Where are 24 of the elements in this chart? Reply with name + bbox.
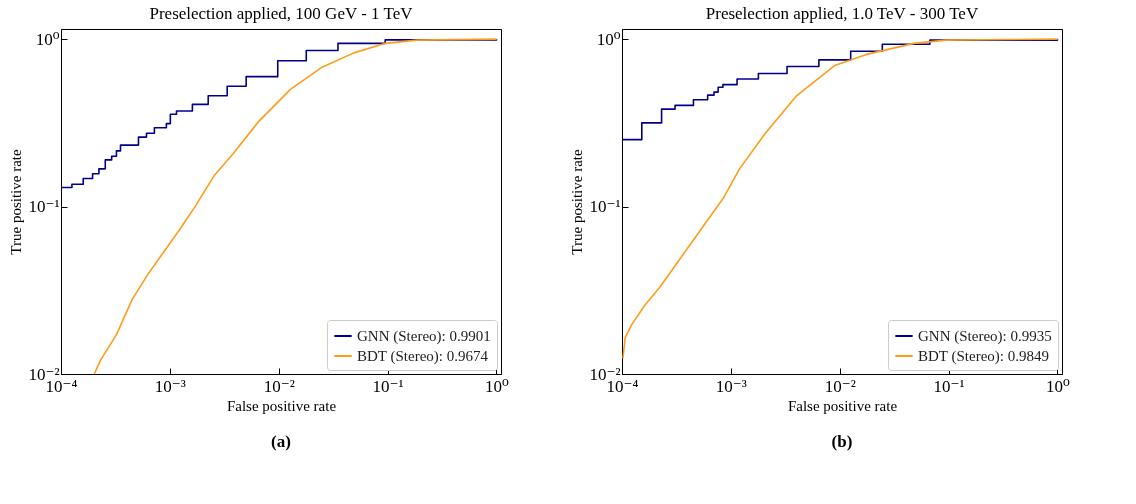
legend-label: BDT (Stereo): 0.9674 (357, 348, 489, 365)
x-axis-title: False positive rate (787, 397, 898, 414)
y-tick-label: 10⁰ (35, 29, 60, 49)
legend-label: GNN (Stereo): 0.9901 (357, 328, 491, 345)
x-tick-label: 10⁻³ (154, 376, 186, 396)
legend-label: GNN (Stereo): 0.9935 (918, 328, 1052, 345)
chart-title: Preselection applied, 1.0 TeV - 300 TeV (705, 4, 979, 23)
y-tick-label: 10⁻¹ (589, 197, 621, 217)
y-axis-title: True positive rate (569, 149, 586, 255)
text: (b) (831, 432, 853, 451)
text: (a) (271, 432, 291, 451)
chart-title: Preselection applied, 100 GeV - 1 TeV (149, 4, 414, 23)
x-tick-label: 10⁰ (485, 376, 510, 396)
y-tick-label: 10⁰ (596, 29, 621, 49)
y-axis-title: True positive rate (8, 149, 25, 255)
x-tick-label: 10⁻¹ (372, 376, 404, 396)
legend-label: BDT (Stereo): 0.9849 (918, 348, 1049, 365)
x-tick-label: 10⁻³ (715, 376, 747, 396)
x-tick-label: 10⁰ (1046, 376, 1071, 396)
x-tick-label: 10⁻² (263, 376, 295, 396)
y-tick-label: 10⁻¹ (28, 197, 60, 217)
x-tick-label: 10⁻¹ (933, 376, 965, 396)
x-axis-title: False positive rate (226, 397, 337, 414)
x-tick-label: 10⁻² (824, 376, 856, 396)
